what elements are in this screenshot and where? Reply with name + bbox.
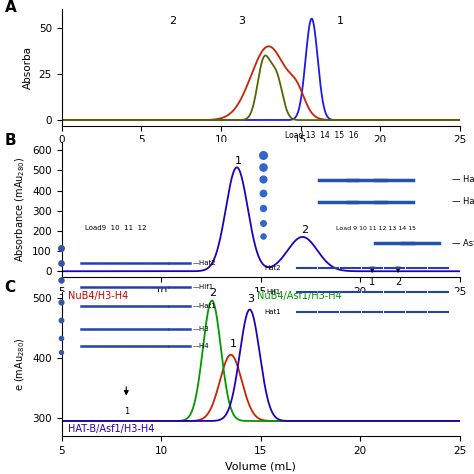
Text: NuB4/Asf1/H3-H4: NuB4/Asf1/H3-H4	[257, 291, 341, 301]
Text: 2: 2	[170, 16, 177, 26]
Text: 2: 2	[395, 277, 401, 287]
Text: B: B	[5, 133, 17, 147]
X-axis label: Volume (mL): Volume (mL)	[225, 151, 296, 161]
Text: 1: 1	[337, 16, 344, 26]
Y-axis label: e (mAu$_{280}$): e (mAu$_{280}$)	[13, 337, 27, 391]
X-axis label: Volume (mL): Volume (mL)	[225, 461, 296, 471]
Text: 1: 1	[229, 339, 237, 349]
Text: 2: 2	[301, 225, 308, 235]
Text: 2: 2	[210, 288, 217, 298]
Text: C: C	[5, 281, 16, 295]
Text: A: A	[5, 0, 17, 15]
Text: HAT-B/Asf1/H3-H4: HAT-B/Asf1/H3-H4	[68, 424, 154, 434]
Y-axis label: Absorbance (mAu$_{280}$): Absorbance (mAu$_{280}$)	[13, 157, 27, 262]
Text: 1: 1	[369, 277, 375, 287]
Text: 3: 3	[247, 294, 254, 304]
X-axis label: Volume (mL): Volume (mL)	[225, 302, 296, 312]
Text: 1: 1	[235, 156, 242, 166]
Text: NuB4/H3-H4: NuB4/H3-H4	[68, 291, 128, 301]
Y-axis label: Absorba: Absorba	[23, 46, 33, 89]
Text: 3: 3	[238, 16, 245, 26]
